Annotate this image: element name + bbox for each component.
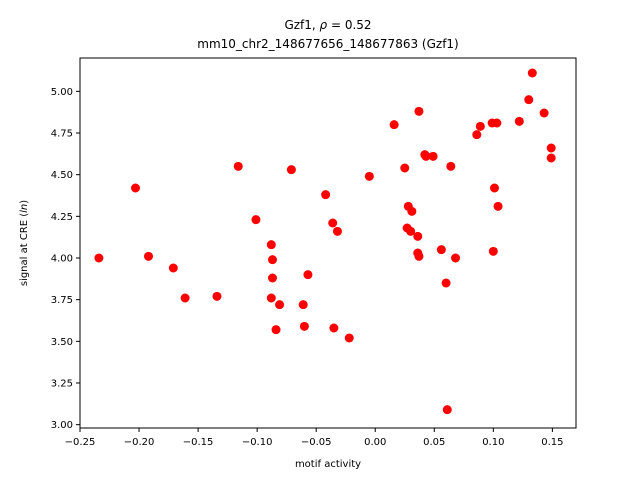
data-point [406, 226, 416, 236]
data-point [266, 240, 276, 250]
data-point [446, 161, 456, 171]
y-tick-label: 4.50 [51, 170, 73, 181]
y-tick-label: 3.00 [51, 420, 73, 431]
data-point [168, 263, 178, 273]
data-point [180, 293, 190, 303]
data-point [475, 121, 485, 131]
data-point [328, 218, 338, 228]
y-tick-label: 4.00 [51, 254, 73, 265]
y-tick-label: 4.75 [51, 129, 73, 140]
data-point [275, 300, 285, 310]
data-point [94, 253, 104, 263]
data-point [488, 246, 498, 256]
data-point [266, 293, 276, 303]
data-point [421, 151, 431, 161]
data-point [286, 165, 296, 175]
y-tick-label: 5.00 [51, 87, 73, 98]
y-tick-label: 3.75 [51, 295, 73, 306]
data-point [492, 118, 502, 128]
data-point [441, 278, 451, 288]
plot-area: −0.25 −0.20 −0.15 −0.10 −0.05 0.00 0.05 0.10 0.1… [51, 68, 564, 448]
data-point [539, 108, 549, 118]
data-point [442, 405, 452, 415]
data-point [514, 116, 524, 126]
data-point [527, 68, 537, 78]
data-point [413, 231, 423, 241]
data-point [332, 226, 342, 236]
data-point [524, 95, 534, 105]
plot-frame [79, 57, 577, 429]
data-point [212, 291, 222, 301]
data-point [271, 325, 281, 335]
data-point [472, 130, 482, 140]
data-point [321, 190, 331, 200]
x-tick-label: 0.00 [364, 437, 386, 448]
data-point [344, 333, 354, 343]
x-axis-label: motif activity [295, 459, 361, 470]
data-point [143, 251, 153, 261]
data-point [267, 273, 277, 283]
data-point [414, 251, 424, 261]
x-tick-label: −0.25 [65, 437, 96, 448]
data-point [407, 206, 417, 216]
data-point [400, 163, 410, 173]
data-point [267, 255, 277, 265]
x-tick-label: −0.05 [301, 437, 332, 448]
x-tick-label: −0.20 [124, 437, 155, 448]
data-point [389, 120, 399, 130]
data-point [546, 143, 556, 153]
x-tick-label: −0.15 [183, 437, 214, 448]
data-point [490, 183, 500, 193]
x-tick-label: 0.15 [541, 437, 563, 448]
data-point [298, 300, 308, 310]
data-point [329, 323, 339, 333]
data-point [131, 183, 141, 193]
data-point [251, 215, 261, 225]
data-point [546, 153, 556, 163]
data-point [428, 151, 438, 161]
data-point [493, 201, 503, 211]
data-point [364, 171, 374, 181]
y-tick-label: 3.50 [51, 337, 73, 348]
x-tick-label: 0.10 [482, 437, 504, 448]
x-tick-label: 0.05 [423, 437, 445, 448]
y-tick-label: 4.25 [51, 212, 73, 223]
y-tick-label: 3.25 [51, 379, 73, 390]
chart-title-line2: mm10_chr2_148677656_148677863 (Gzf1) [197, 37, 458, 51]
data-point [436, 245, 446, 255]
y-axis-label: signal at CRE (ln) [19, 200, 30, 286]
x-tick-label: −0.10 [242, 437, 273, 448]
data-point [299, 321, 309, 331]
chart-title-line1: Gzf1, ρ = 0.52 [284, 18, 371, 32]
data-point [303, 270, 313, 280]
data-point [451, 253, 461, 263]
data-point [233, 161, 243, 171]
data-point [414, 106, 424, 116]
